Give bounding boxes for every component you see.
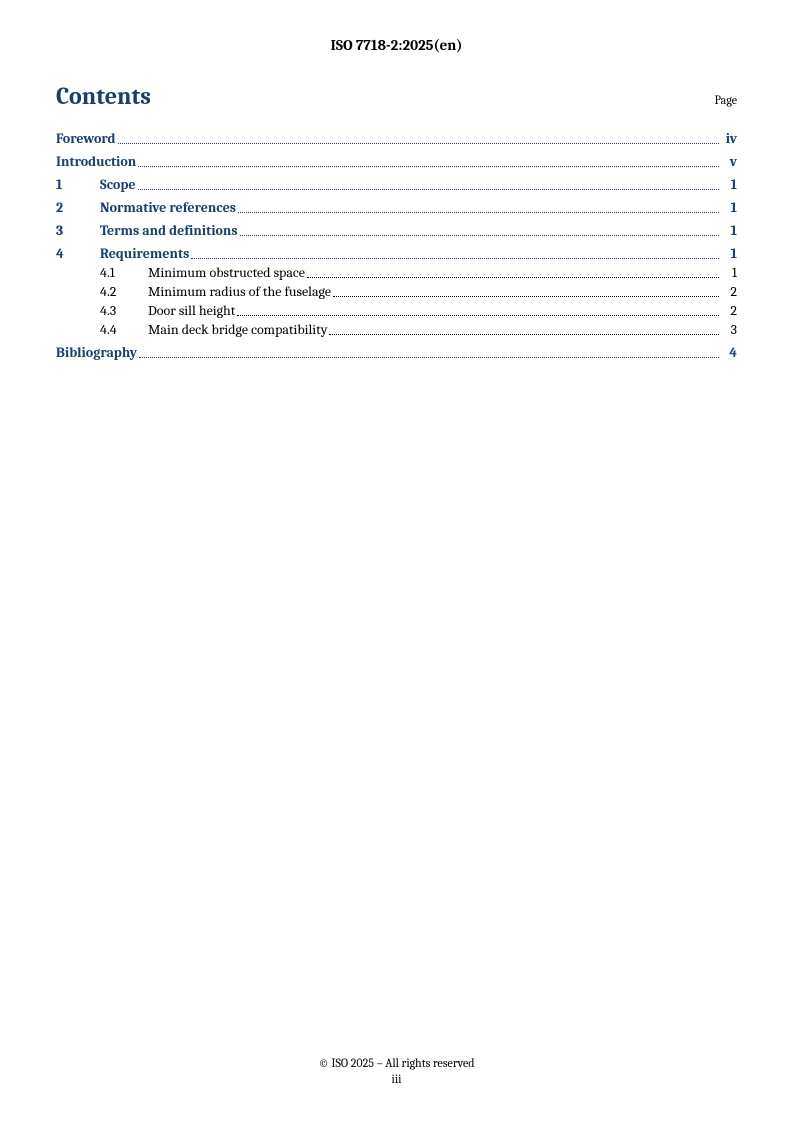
toc-subentry: 4.2 Minimum radius of the fuselage 2 [56, 283, 737, 300]
toc-subentry: 4.3 Door sill height 2 [56, 302, 737, 319]
toc-entry: 1 Scope 1 [56, 176, 737, 193]
toc-title: Foreword [56, 130, 116, 147]
toc-subsection-number: 4.2 [100, 283, 148, 300]
toc-entry: Introduction v [56, 153, 737, 170]
toc-leader [240, 235, 719, 236]
toc-leader [329, 334, 719, 335]
toc-title: Minimum radius of the fuselage [148, 283, 331, 300]
toc-entry: 3 Terms and definitions 1 [56, 222, 737, 239]
toc-page: 3 [721, 321, 737, 338]
toc-entry: Bibliography 4 [56, 344, 737, 361]
toc-section-number: 1 [56, 176, 100, 193]
toc-title: Minimum obstructed space [148, 264, 305, 281]
toc-leader [118, 143, 719, 144]
toc-page: v [721, 153, 737, 170]
toc-page: 1 [721, 222, 737, 239]
toc-title: Requirements [100, 245, 189, 262]
toc-page: 1 [721, 264, 737, 281]
toc-leader [237, 315, 719, 316]
toc-section-number: 4 [56, 245, 100, 262]
toc-entry: Foreword iv [56, 130, 737, 147]
toc-leader [307, 277, 719, 278]
toc-leader [333, 296, 719, 297]
document-header: ISO 7718-2:2025(en) [56, 36, 737, 54]
toc-subsection-number: 4.1 [100, 264, 148, 281]
page-column-label: Page [715, 93, 737, 107]
toc-subentry: 4.1 Minimum obstructed space 1 [56, 264, 737, 281]
toc-page: 1 [721, 245, 737, 262]
toc-leader [138, 166, 719, 167]
toc-page: 1 [721, 176, 737, 193]
toc-subsection-number: 4.3 [100, 302, 148, 319]
toc-section-number: 3 [56, 222, 100, 239]
contents-heading-row: Contents Page [56, 82, 737, 110]
toc-section-number: 2 [56, 199, 100, 216]
toc-leader [138, 189, 719, 190]
toc-page: iv [721, 130, 737, 147]
toc-page: 4 [721, 344, 737, 361]
toc-leader [139, 357, 719, 358]
toc-page: 1 [721, 199, 737, 216]
page-footer: © ISO 2025 – All rights reserved iii [0, 1056, 793, 1086]
document-id: ISO 7718-2:2025(en) [331, 36, 463, 54]
toc-entry: 4 Requirements 1 [56, 245, 737, 262]
toc-title: Main deck bridge compatibility [148, 321, 327, 338]
toc-entry: 2 Normative references 1 [56, 199, 737, 216]
toc-subsection-number: 4.4 [100, 321, 148, 338]
toc-title: Scope [100, 176, 136, 193]
toc-title: Bibliography [56, 344, 137, 361]
toc-subentry: 4.4 Main deck bridge compatibility 3 [56, 321, 737, 338]
table-of-contents: Foreword iv Introduction v 1 Scope 1 2 N… [56, 130, 737, 361]
toc-page: 2 [721, 283, 737, 300]
toc-page: 2 [721, 302, 737, 319]
toc-title: Introduction [56, 153, 136, 170]
toc-leader [238, 212, 719, 213]
page-number: iii [0, 1072, 793, 1086]
copyright-text: © ISO 2025 – All rights reserved [0, 1056, 793, 1070]
toc-leader [191, 258, 719, 259]
toc-title: Normative references [100, 199, 236, 216]
contents-title: Contents [56, 82, 151, 110]
toc-title: Terms and definitions [100, 222, 238, 239]
toc-title: Door sill height [148, 302, 235, 319]
